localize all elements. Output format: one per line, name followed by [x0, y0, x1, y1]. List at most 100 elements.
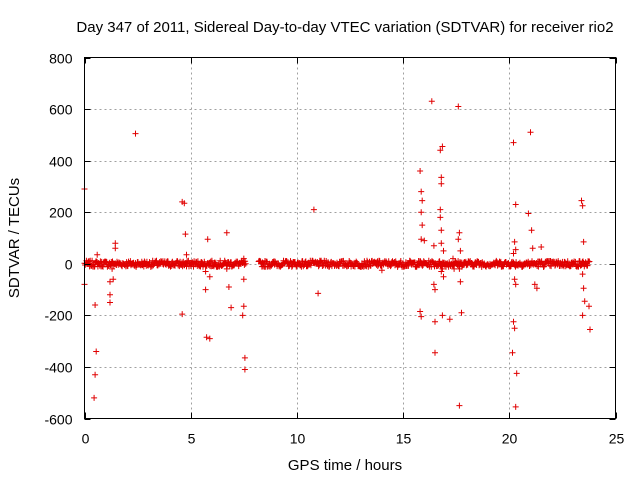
data-point	[528, 227, 535, 234]
band-point	[241, 261, 248, 268]
band-point	[302, 259, 309, 266]
data-point	[512, 201, 519, 208]
band-point	[397, 258, 404, 264]
data-point	[418, 209, 425, 216]
x-axis-tick-labels: 0 5 10 15 20 25	[82, 431, 625, 447]
band-point	[163, 259, 170, 266]
band-point	[584, 262, 591, 269]
data-point	[112, 245, 119, 252]
data-point	[92, 371, 99, 378]
data-point	[112, 240, 119, 247]
data-point	[579, 202, 586, 209]
data-point	[107, 299, 113, 306]
plot-frame	[84, 57, 616, 419]
data-point	[455, 236, 462, 243]
y-tick-label: 600	[49, 102, 73, 118]
data-point	[93, 348, 100, 355]
y-tick-label: 200	[49, 205, 73, 221]
data-point	[241, 366, 248, 373]
data-point	[223, 229, 230, 236]
data-point	[440, 247, 447, 254]
band-point	[212, 259, 219, 266]
axis-ticks	[84, 57, 617, 420]
data-point	[225, 284, 232, 290]
data-point	[438, 240, 445, 247]
data-point	[107, 278, 113, 285]
data-point	[432, 286, 438, 293]
band-point	[586, 258, 593, 265]
y-tick-label: -600	[44, 412, 72, 428]
y-tick-label: -200	[44, 308, 72, 324]
y-tick-label: 800	[49, 51, 73, 67]
data-point	[204, 236, 211, 243]
data-point	[525, 210, 532, 217]
data-point	[587, 326, 593, 333]
data-point	[440, 273, 447, 280]
band-point	[361, 258, 368, 265]
x-tick-label: 10	[290, 431, 306, 447]
data-point	[428, 98, 435, 105]
data-point	[132, 130, 139, 137]
data-point	[310, 206, 317, 213]
x-axis-label: GPS time / hours	[288, 457, 402, 474]
data-point	[315, 290, 322, 297]
data-point	[110, 276, 117, 283]
data-point	[511, 276, 518, 283]
dense-band	[81, 257, 593, 270]
data-point	[417, 168, 424, 174]
data-point	[513, 370, 520, 377]
data-point	[439, 143, 446, 150]
band-point	[405, 262, 412, 269]
x-tick-label: 25	[609, 431, 625, 447]
data-point	[430, 281, 437, 288]
y-tick-label: 0	[65, 257, 73, 273]
band-point	[534, 263, 541, 269]
band-point	[302, 258, 309, 265]
data-points	[81, 98, 593, 410]
data-point	[240, 303, 247, 310]
data-point	[509, 349, 516, 356]
data-point	[450, 255, 456, 262]
data-point	[455, 103, 462, 110]
data-point	[241, 354, 248, 361]
data-point	[456, 229, 463, 236]
data-point	[202, 286, 209, 293]
data-point	[579, 271, 586, 278]
data-point	[239, 312, 246, 319]
band-point	[242, 260, 249, 267]
y-axis-label: SDTVAR / TECUs	[6, 178, 23, 298]
y-tick-label: -400	[44, 360, 72, 376]
data-point	[510, 318, 517, 325]
band-point	[519, 263, 526, 270]
data-point	[432, 349, 438, 356]
data-point	[378, 267, 385, 274]
data-point	[437, 214, 444, 221]
band-point	[167, 263, 174, 270]
band-point	[207, 258, 214, 265]
data-point	[181, 200, 188, 207]
data-point	[419, 222, 426, 229]
data-point	[580, 285, 587, 292]
data-point	[438, 227, 445, 234]
data-point	[437, 206, 444, 213]
data-point	[581, 298, 588, 305]
data-point	[510, 139, 517, 146]
data-point	[94, 251, 101, 258]
band-point	[99, 263, 106, 269]
data-point	[511, 238, 518, 245]
data-point	[512, 403, 519, 410]
data-point	[510, 250, 517, 257]
data-point	[458, 309, 465, 316]
x-tick-label: 5	[188, 431, 196, 447]
data-point	[417, 308, 424, 315]
data-point	[107, 291, 113, 298]
data-point	[430, 242, 437, 249]
band-point	[474, 258, 481, 265]
data-point	[579, 312, 586, 319]
data-point	[511, 325, 518, 332]
data-point	[91, 394, 98, 401]
band-point	[510, 259, 517, 266]
data-point	[438, 174, 445, 181]
data-point	[439, 312, 446, 319]
data-point	[578, 197, 585, 204]
